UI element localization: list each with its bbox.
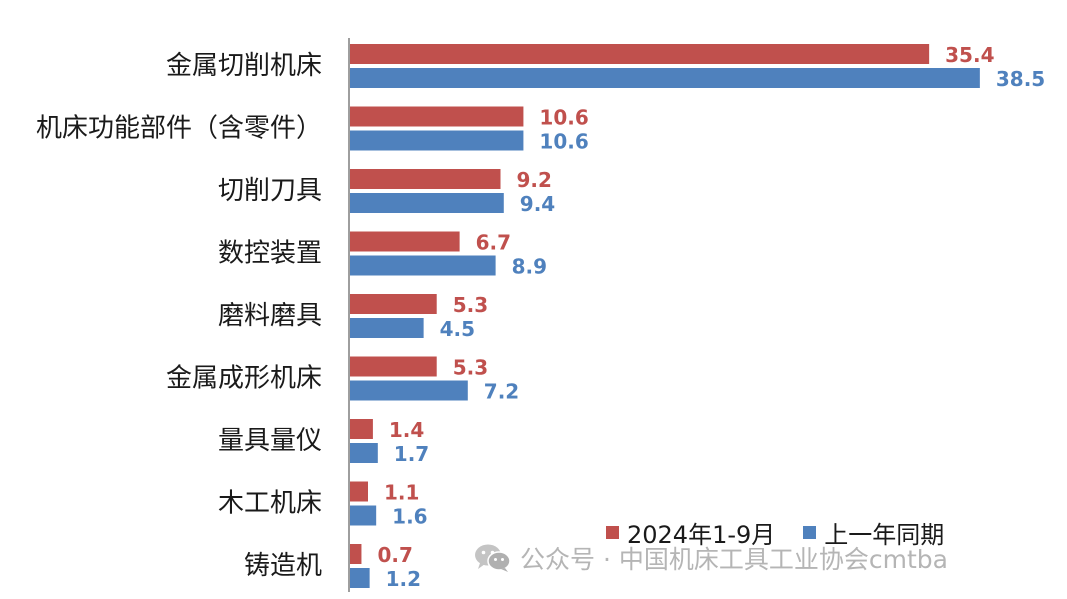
value-label: 7.2 xyxy=(484,380,519,404)
bar xyxy=(350,356,437,377)
value-label: 0.7 xyxy=(377,543,412,567)
value-label: 38.5 xyxy=(996,67,1045,91)
bar xyxy=(350,231,460,252)
value-label: 8.9 xyxy=(512,255,547,279)
watermark: 公众号 · 中国机床工具工业协会cmtba xyxy=(474,540,948,576)
category-label: 金属切削机床 xyxy=(166,51,322,81)
bar xyxy=(350,380,468,401)
value-label: 10.6 xyxy=(539,130,588,154)
value-label: 10.6 xyxy=(539,106,588,130)
legend-label-2024: 2024年1-9月 xyxy=(627,521,776,549)
value-label: 1.2 xyxy=(386,567,421,591)
category-label: 金属成形机床 xyxy=(166,364,322,394)
legend-item-2024: 2024年1-9月 xyxy=(606,515,775,550)
bar xyxy=(350,318,424,338)
category-label: 切削刀具 xyxy=(218,176,322,206)
legend-label-prior-year: 上一年同期 xyxy=(824,521,945,549)
value-label: 1.7 xyxy=(394,442,429,466)
value-label: 1.1 xyxy=(384,481,419,505)
bar xyxy=(350,443,378,463)
bar xyxy=(350,130,524,151)
bar xyxy=(350,505,377,526)
watermark-text: 公众号 · 中国机床工具工业协会cmtba xyxy=(520,545,948,574)
value-label: 35.4 xyxy=(945,43,994,67)
value-label: 4.5 xyxy=(440,317,475,341)
category-label: 机床功能部件（含零件） xyxy=(36,114,322,144)
legend: 2024年1-9月 上一年同期 xyxy=(606,515,972,550)
bar xyxy=(350,294,437,314)
bar xyxy=(350,106,524,127)
category-label: 磨料磨具 xyxy=(218,301,322,331)
bar xyxy=(350,544,362,564)
bar xyxy=(350,169,501,189)
wechat-icon xyxy=(475,544,511,572)
value-labels: 35.438.510.610.69.29.46.78.95.34.55.37.2… xyxy=(377,43,1045,591)
legend-swatch-red xyxy=(606,526,619,539)
value-label: 5.3 xyxy=(453,293,488,317)
bars xyxy=(350,44,980,588)
bar xyxy=(350,44,930,64)
bar xyxy=(350,193,504,213)
bar xyxy=(350,481,368,502)
value-label: 6.7 xyxy=(476,231,511,255)
legend-swatch-blue xyxy=(803,526,817,539)
value-label: 9.2 xyxy=(517,168,552,192)
value-label: 5.3 xyxy=(453,356,488,380)
value-label: 1.4 xyxy=(389,418,424,442)
category-label: 数控装置 xyxy=(218,239,322,269)
category-label: 木工机床 xyxy=(218,489,322,519)
bar xyxy=(350,68,980,88)
value-label: 1.6 xyxy=(392,505,427,529)
bar xyxy=(350,568,370,588)
value-label: 9.4 xyxy=(520,192,555,216)
category-label: 量具量仪 xyxy=(218,426,322,456)
legend-item-prior-year: 上一年同期 xyxy=(803,515,944,550)
bar xyxy=(350,419,373,439)
category-label: 铸造机 xyxy=(244,551,322,581)
bar xyxy=(350,255,496,276)
